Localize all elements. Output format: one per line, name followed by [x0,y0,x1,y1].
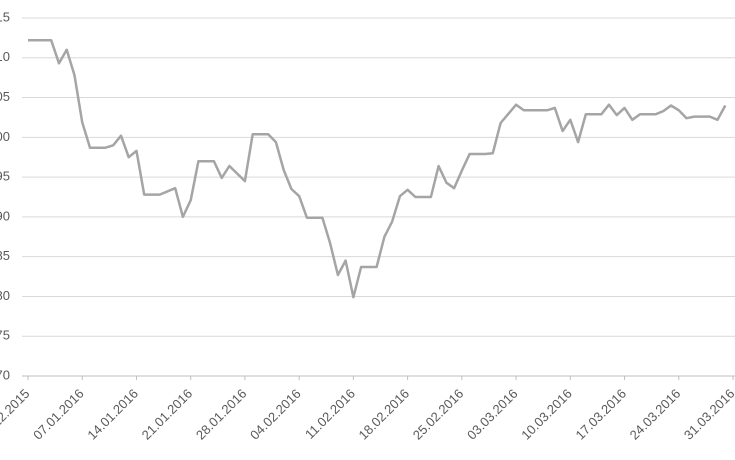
x-tick-label: 24.03.2016 [627,386,684,443]
x-tick-label: 03.03.2016 [464,386,521,443]
y-tick-label: 70 [0,367,10,382]
x-tick-label: 25.02.2016 [410,386,467,443]
y-tick-label: 90 [0,208,10,223]
y-tick-label: 75 [0,328,10,343]
y-tick-label: 110 [0,49,10,64]
y-tick-label: 115 [0,9,10,24]
y-tick-label: 85 [0,248,10,263]
data-line [28,39,727,299]
x-tick-label: 31.03.2016 [681,386,735,443]
y-tick-label: 80 [0,288,10,303]
x-tick-label: 21.01.2016 [139,386,196,443]
x-tick-label: 31.12.2015 [0,386,33,443]
x-tick-label: 04.02.2016 [247,386,304,443]
x-tick-label: 14.01.2016 [84,386,141,443]
x-tick-label: 07.01.2016 [30,386,87,443]
x-tick-label: 11.02.2016 [302,386,358,442]
x-tick-label: 17.03.2016 [572,386,629,443]
x-tick-label: 18.02.2016 [356,386,413,443]
y-tick-label: 100 [0,129,10,144]
y-tick-label: 105 [0,89,10,104]
y-tick-label: 95 [0,169,10,184]
x-tick-label: 28.01.2016 [193,386,250,443]
x-tick-label: 10.03.2016 [518,386,575,443]
